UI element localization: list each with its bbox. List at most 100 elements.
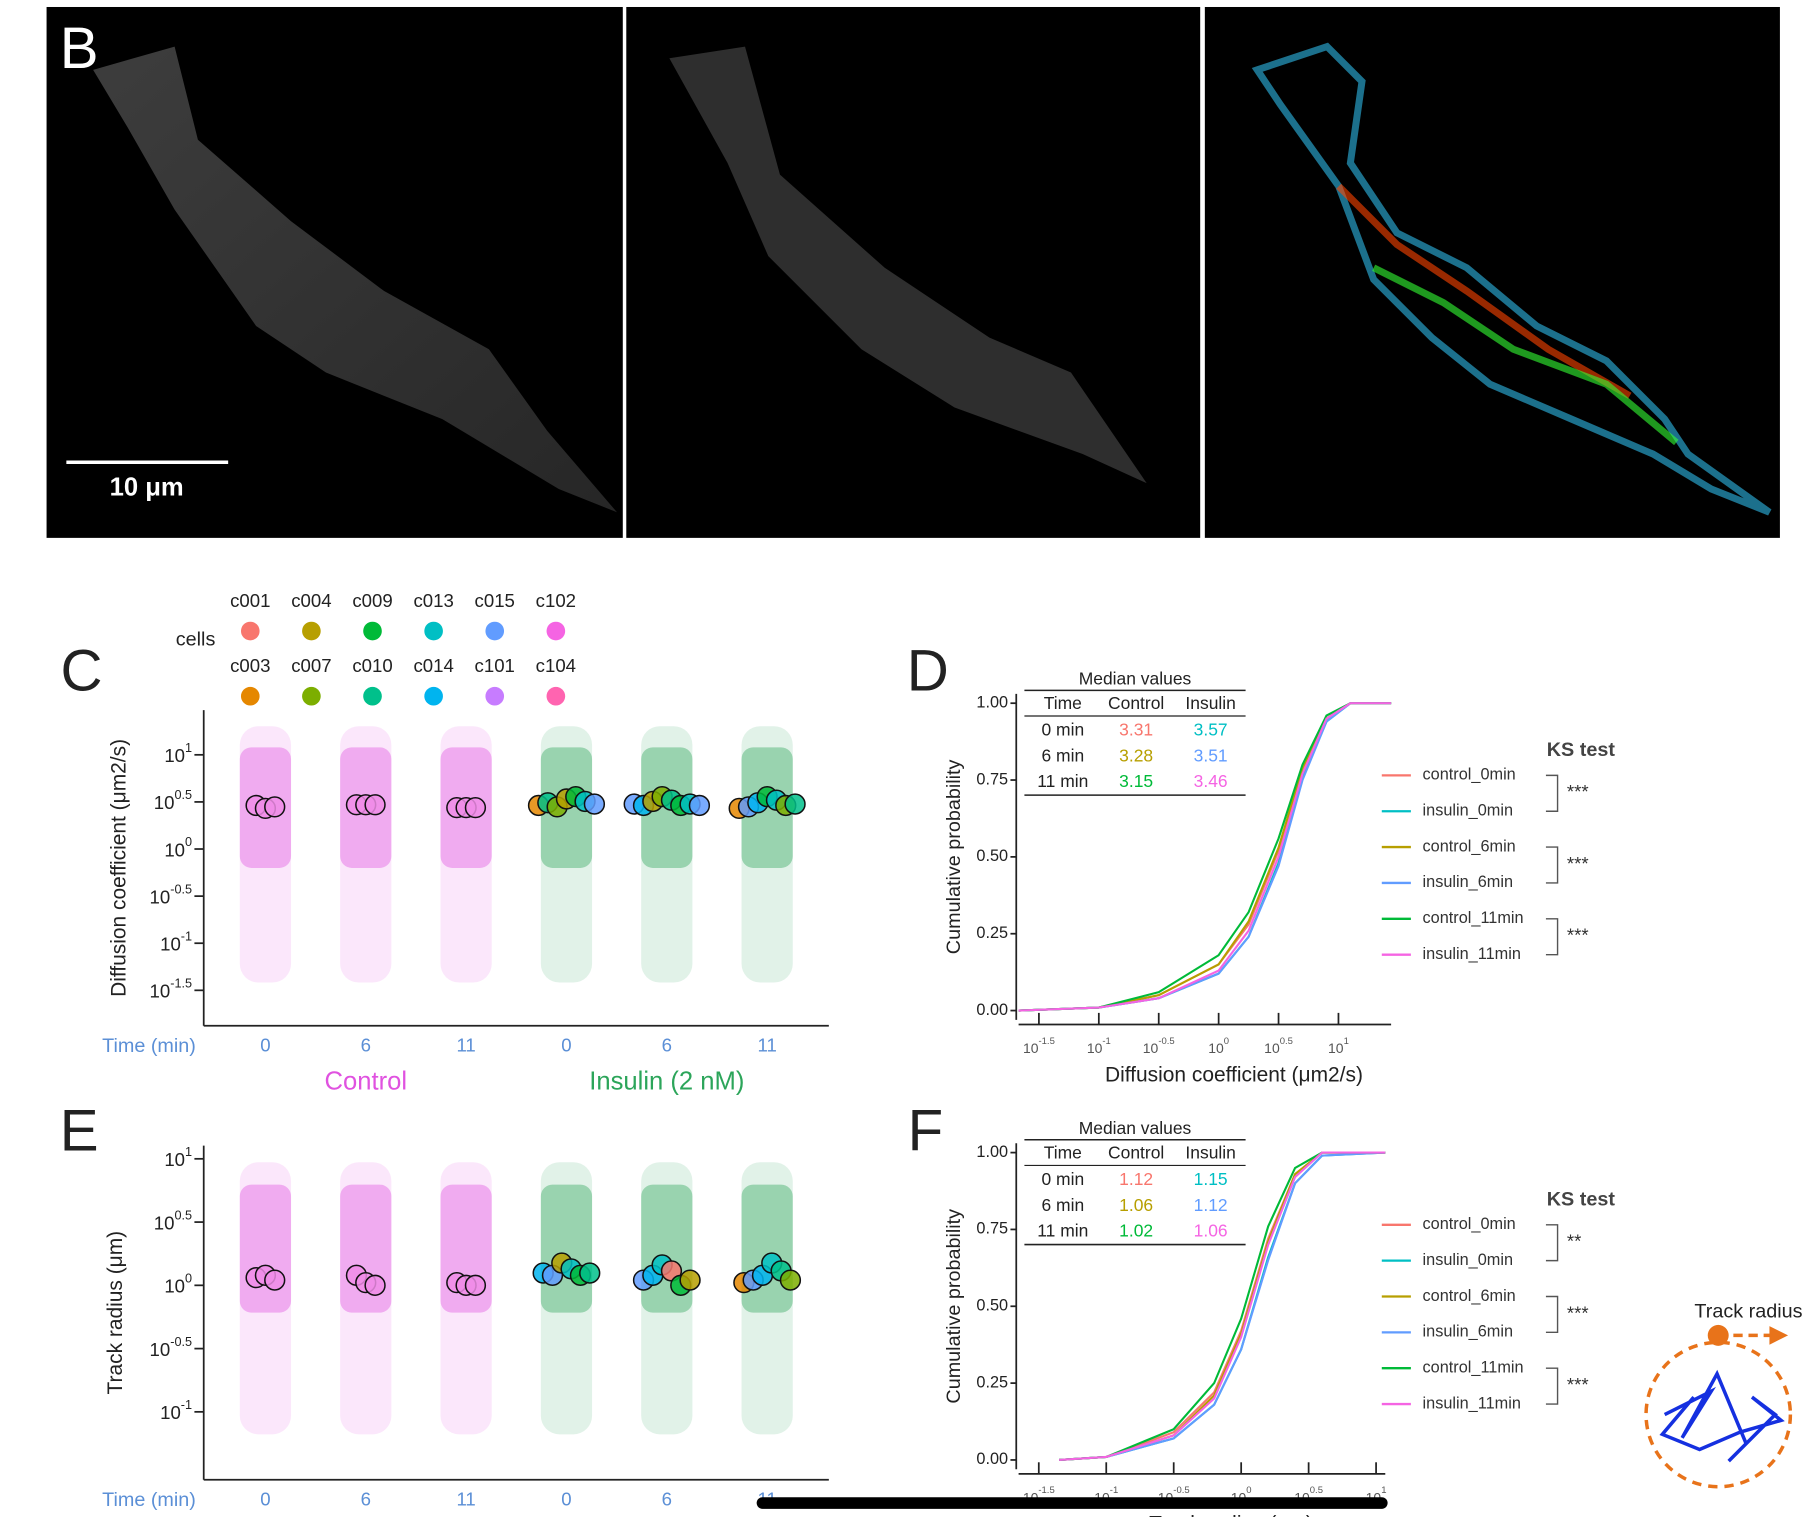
radius-dot: [1707, 1324, 1729, 1346]
x-tick-label: 10-1.5: [1023, 1035, 1055, 1055]
x-tick-label: 100: [1208, 1035, 1229, 1055]
table-cell: 3.15: [1119, 771, 1153, 791]
legend-label: control_6min: [1423, 837, 1516, 855]
cell-median: [784, 793, 806, 815]
arrow-head: [1769, 1326, 1789, 1345]
table-cell: 1.06: [1194, 1220, 1228, 1240]
ks-mark: ***: [1567, 781, 1589, 802]
table-cell: 3.28: [1119, 745, 1153, 765]
table-cell: 1.06: [1119, 1195, 1153, 1215]
scale-bar-label: 10 μm: [110, 474, 184, 502]
point-cloud: [741, 1162, 793, 1435]
group-label: Control: [324, 1068, 407, 1096]
time-label: Time (min): [102, 1489, 196, 1511]
legend-label: insulin_0min: [1423, 802, 1514, 820]
point-cloud-core: [239, 1184, 292, 1313]
x-tick-label: 11: [456, 1489, 475, 1510]
y-axis-label: Cumulative probability: [943, 1209, 965, 1404]
legend-label: control_11min: [1423, 1359, 1524, 1377]
table-cell: 6 min: [1041, 1195, 1084, 1215]
point-cloud: [239, 1162, 292, 1435]
cell-name: c003: [230, 655, 270, 676]
cell-name: c004: [291, 590, 331, 611]
point-cloud: [540, 1162, 593, 1435]
panel-label: D: [907, 639, 949, 704]
cell-median: [779, 1269, 802, 1291]
table-cell: 3.46: [1194, 771, 1228, 791]
x-tick-label: 11: [456, 1035, 475, 1056]
table-cell: 3.57: [1194, 720, 1228, 740]
point-cloud: [340, 1162, 392, 1435]
y-tick-label: 0.00: [976, 1450, 1008, 1468]
legend-label: control_6min: [1423, 1287, 1516, 1305]
x-tick-label: 0: [561, 1035, 571, 1056]
x-axis-label: Diffusion coefficient (μm2/s): [1105, 1063, 1363, 1086]
cell-tracks: [1372, 264, 1679, 446]
table-cell: 1.12: [1194, 1195, 1228, 1215]
legend-label: insulin_6min: [1423, 1323, 1514, 1341]
y-tick-label: 10-0.5: [150, 1335, 193, 1360]
point-cloud: [440, 1162, 492, 1435]
point-cloud: [239, 726, 292, 983]
table-title: Median values: [1079, 669, 1192, 689]
cell-name: c009: [352, 590, 392, 611]
x-tick-label: 6: [361, 1489, 371, 1510]
table-cell: 1.02: [1119, 1220, 1153, 1240]
cell-swatch: [546, 686, 566, 706]
x-tick-label: 6: [662, 1489, 672, 1510]
ks-title: KS test: [1547, 1189, 1616, 1211]
cell-name: c001: [230, 590, 270, 611]
ks-mark: ***: [1567, 1302, 1589, 1323]
legend-label: insulin_11min: [1423, 1394, 1521, 1412]
cell-name: c010: [352, 655, 392, 676]
cell-name: c013: [413, 590, 453, 611]
legend-label: insulin_0min: [1423, 1251, 1514, 1269]
cdf-line: [1018, 702, 1392, 1012]
cell-swatch: [240, 686, 260, 706]
x-tick-label: 6: [662, 1035, 672, 1056]
y-tick-label: 0.75: [976, 1220, 1008, 1238]
panel-label: F: [908, 1099, 944, 1164]
table-cell: 0 min: [1041, 720, 1084, 740]
y-tick-label: 1.00: [976, 693, 1008, 711]
ks-mark: ***: [1567, 925, 1589, 946]
table-cell: 3.31: [1119, 720, 1153, 740]
cell-swatch: [302, 621, 321, 641]
cell-mask: [669, 46, 1147, 484]
cell-median: [464, 1274, 487, 1296]
y-tick-label: 100.5: [154, 1209, 192, 1234]
point-cloud: [641, 1162, 693, 1435]
y-tick-label: 10-0.5: [150, 883, 193, 908]
cell-median: [264, 1269, 286, 1291]
y-axis-label: Track radius (μm): [104, 1231, 127, 1395]
y-tick-label: 101: [164, 741, 192, 766]
table-header: Insulin: [1185, 693, 1235, 713]
ks-mark: ***: [1567, 1374, 1589, 1395]
y-tick-label: 100: [164, 836, 192, 861]
panel-label: B: [60, 16, 99, 81]
cell-name: c101: [475, 655, 515, 676]
x-tick-label: 0: [561, 1489, 571, 1510]
x-tick-label: 0: [260, 1035, 270, 1056]
legend-label: insulin_6min: [1423, 873, 1514, 891]
x-tick-label: 10-1: [1087, 1035, 1111, 1055]
legend-label: control_0min: [1423, 1215, 1516, 1233]
cell-median: [579, 1262, 601, 1284]
y-tick-label: 101: [164, 1145, 192, 1170]
ks-bracket: [1545, 1367, 1559, 1405]
cell-swatch: [363, 686, 382, 706]
ks-title: KS test: [1547, 739, 1616, 761]
cells-label: cells: [176, 629, 216, 651]
point-cloud-core: [741, 1184, 793, 1313]
cell-tracks: [1336, 183, 1632, 399]
table-cell: 1.15: [1194, 1169, 1228, 1189]
cell-swatch: [424, 686, 443, 706]
x-tick-label: 0: [260, 1489, 270, 1510]
y-tick-label: 0.50: [976, 1297, 1008, 1315]
legend-label: insulin_11min: [1423, 945, 1521, 963]
cell-swatch: [485, 621, 505, 641]
table-cell: 6 min: [1041, 745, 1084, 765]
cell-median: [264, 796, 286, 818]
